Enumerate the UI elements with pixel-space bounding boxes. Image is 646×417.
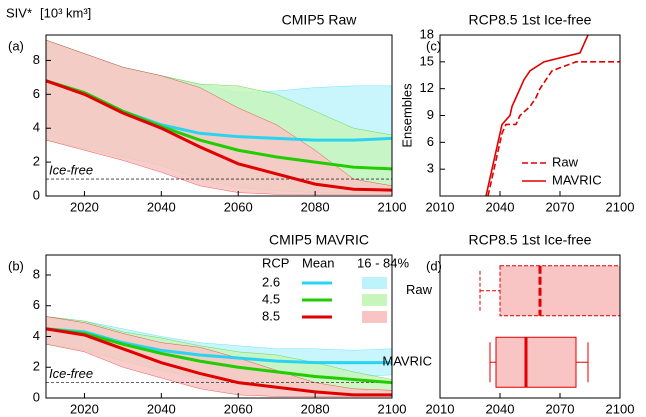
- x-tick-label: 2060: [224, 401, 253, 416]
- mean-line: [46, 79, 392, 192]
- panel-title: CMIP5 MAVRIC: [269, 232, 369, 248]
- x-tick-label: 2100: [378, 199, 407, 214]
- x-tick-label: 2040: [147, 401, 176, 416]
- x-tick-label: 2080: [301, 199, 330, 214]
- y-tick-label: 0: [33, 187, 40, 202]
- y-tick-label: 6: [427, 134, 434, 149]
- y-tick-label: 2: [33, 154, 40, 169]
- plot-area: [46, 39, 392, 195]
- y-tick-label: 6: [33, 297, 40, 312]
- y-tick-label: 12: [420, 80, 434, 95]
- legend-label: 2.6: [262, 274, 280, 289]
- x-tick-label: 2070: [546, 199, 575, 214]
- y-axis-label: SIV*: [6, 5, 32, 20]
- y-tick-label: 8: [33, 266, 40, 281]
- x-tick-label: 2010: [426, 199, 455, 214]
- legend-label: 4.5: [262, 291, 280, 306]
- panel-title: RCP8.5 1st Ice-free: [469, 232, 592, 248]
- threshold-label: Ice-free: [49, 162, 93, 177]
- x-tick-label: 2100: [606, 199, 635, 214]
- panel-label: (b): [8, 258, 24, 273]
- mean-line: [46, 327, 392, 385]
- y-tick-label: 15: [420, 53, 434, 68]
- box: [499, 265, 620, 317]
- plot-frame: [45, 254, 393, 399]
- y-tick-label: 3: [427, 161, 434, 176]
- x-tick-label: 2100: [378, 401, 407, 416]
- x-tick-label: 2020: [70, 401, 99, 416]
- y-tick-label: 18: [420, 26, 434, 41]
- legend-label: Raw: [552, 154, 579, 169]
- plot-area: [479, 265, 620, 388]
- legend-title: RCP: [262, 255, 289, 270]
- y-tick-label: 4: [33, 328, 40, 343]
- x-tick-label: 2040: [486, 199, 515, 214]
- box: [495, 336, 577, 388]
- legend-swatch: [362, 311, 387, 323]
- x-tick-label: 2080: [301, 401, 330, 416]
- x-tick-label: 2070: [546, 401, 575, 416]
- panel-label: (c): [426, 38, 441, 53]
- category-label: Raw: [406, 282, 433, 297]
- x-tick-label: 2040: [147, 199, 176, 214]
- plot-frame: [45, 34, 393, 197]
- panel-title: CMIP5 Raw: [282, 12, 358, 28]
- x-tick-label: 2100: [606, 401, 635, 416]
- mean-line: [46, 79, 392, 171]
- x-tick-label: 2060: [224, 199, 253, 214]
- y-tick-label: 6: [33, 86, 40, 101]
- panel-title: RCP8.5 1st Ice-free: [469, 12, 592, 28]
- step-line: [485, 35, 589, 196]
- step-line: [487, 61, 620, 196]
- band: [46, 39, 392, 195]
- plot-area: [485, 35, 620, 196]
- y-tick-label: 8: [33, 52, 40, 67]
- mean-line: [46, 327, 392, 397]
- panel-label: (d): [426, 258, 442, 273]
- x-tick-label: 2020: [70, 199, 99, 214]
- y-tick-label: 4: [33, 120, 40, 135]
- plot-area: [46, 316, 392, 397]
- legend-band-label: 16 - 84%: [357, 255, 409, 270]
- plot-frame: [439, 254, 621, 399]
- y-axis-label: Ensembles: [399, 83, 414, 148]
- legend-swatch: [362, 277, 387, 289]
- category-label: MAVRIC: [382, 354, 432, 369]
- legend-swatch: [362, 294, 387, 306]
- panel-label: (a): [8, 38, 24, 53]
- x-tick-label: 2010: [426, 401, 455, 416]
- legend-label: 8.5: [262, 308, 280, 323]
- y-axis-unit: [10³ km³]: [40, 5, 91, 20]
- plot-frame: [439, 34, 621, 197]
- y-tick-label: 0: [33, 389, 40, 404]
- legend-mean-label: Mean: [302, 255, 335, 270]
- y-tick-label: 9: [427, 107, 434, 122]
- x-tick-label: 2040: [486, 401, 515, 416]
- legend-label: MAVRIC: [552, 172, 602, 187]
- y-tick-label: 2: [33, 359, 40, 374]
- threshold-label: Ice-free: [49, 366, 93, 381]
